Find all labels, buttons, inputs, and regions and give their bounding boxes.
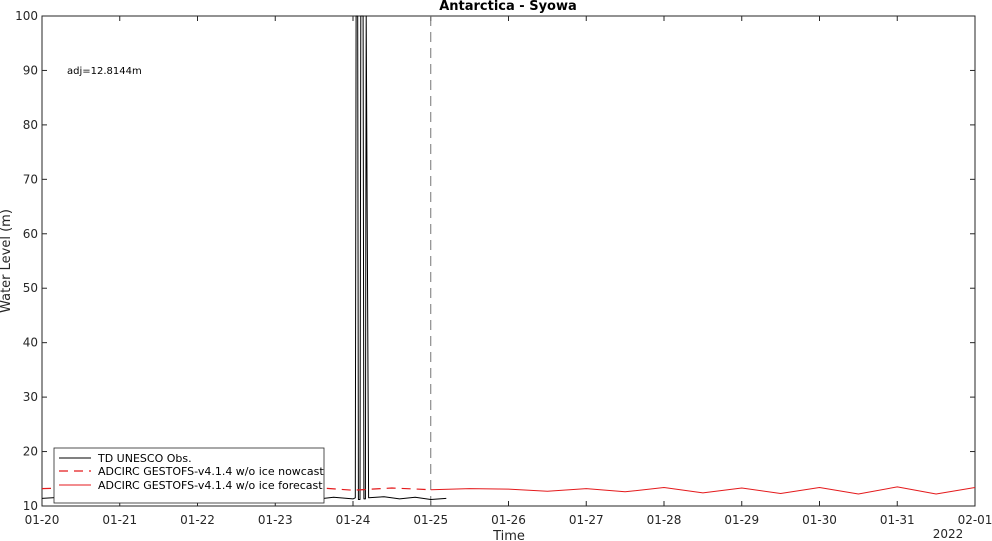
x-axis-label: Time [492, 529, 525, 541]
legend-label-obs: TD UNESCO Obs. [97, 452, 192, 465]
x-tick-label: 01-28 [647, 513, 682, 527]
plot-area [41, 15, 976, 507]
legend: TD UNESCO Obs. ADCIRC GESTOFS-v4.1.4 w/o… [53, 447, 325, 504]
series-line-2 [430, 486, 976, 495]
y-tick-label: 90 [23, 63, 38, 77]
x-tick-label: 01-21 [102, 513, 137, 527]
x-tick-label: 01-25 [413, 513, 448, 527]
year-label: 2022 [933, 527, 964, 541]
y-tick-label: 70 [23, 172, 38, 186]
y-tick-label: 20 [23, 445, 38, 459]
x-tick-label: 01-26 [491, 513, 526, 527]
x-tick-label: 01-31 [880, 513, 915, 527]
y-tick-label: 50 [23, 281, 38, 295]
y-axis-label: Water Level (m) [0, 209, 14, 313]
legend-label-nowcast: ADCIRC GESTOFS-v4.1.4 w/o ice nowcast [98, 465, 324, 478]
x-tick-label: 01-29 [724, 513, 759, 527]
legend-box [53, 447, 325, 504]
y-tick-label: 40 [23, 336, 38, 350]
y-tick-label: 80 [23, 118, 38, 132]
x-tick-label: 02-01 [958, 513, 992, 527]
chart-title: Antarctica - Syowa [439, 0, 577, 14]
x-tick-label: 01-20 [25, 513, 60, 527]
y-tick-label: 60 [23, 227, 38, 241]
x-tick-label: 01-23 [258, 513, 293, 527]
y-tick-label: 100 [15, 9, 38, 23]
axis-ticks: 10 20 30 40 50 60 70 80 90 100 01-20 01-21 01-22 01-2… [15, 9, 992, 527]
x-tick-label: 01-22 [180, 513, 215, 527]
x-tick-label: 01-27 [569, 513, 604, 527]
legend-label-forecast: ADCIRC GESTOFS-v4.1.4 w/o ice forecast [98, 479, 323, 492]
y-tick-label: 30 [23, 390, 38, 404]
adjustment-annotation: adj=12.8144m [67, 66, 142, 77]
y-tick-label: 10 [23, 499, 38, 513]
x-tick-label: 01-30 [802, 513, 837, 527]
x-tick-label: 01-24 [336, 513, 371, 527]
